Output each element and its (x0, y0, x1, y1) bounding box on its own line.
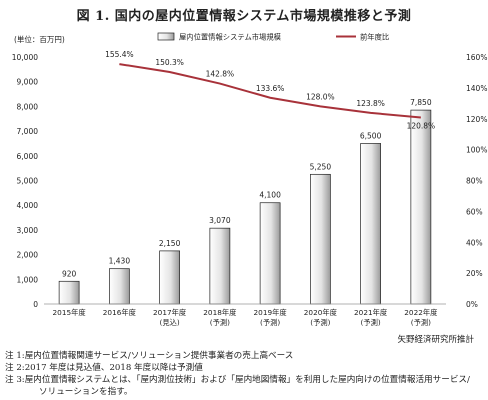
y-tick-label-left: 5,000 (17, 177, 39, 186)
legend-line-label: 前年度比 (360, 33, 389, 42)
y-tick-label-right: 20% (466, 269, 483, 278)
y-tick-label-right: 40% (466, 238, 483, 247)
x-tick-label: (予測) (360, 318, 380, 327)
y-tick-label-left: 7,000 (17, 127, 39, 136)
chart-title: 図 1. 国内の屋内位置情報システム市場規模推移と予測 (76, 9, 412, 24)
y-tick-label-right: 140% (466, 84, 487, 93)
bars: 920 1,430 2,150 3,070 4,100 5,250 6,500 7,850 (58, 98, 432, 305)
x-tick-label: 2016年度 (103, 308, 137, 317)
x-tick-label: 2015年度 (53, 308, 87, 317)
bar (410, 109, 432, 305)
growth-value-label: 142.8% (206, 70, 235, 79)
x-tick-label: (予測) (210, 318, 230, 327)
y-axis-right: 0% 20% 40% 60% 80% 100% 120% 140% 160% (466, 53, 487, 309)
bar-value-label: 5,250 (310, 162, 332, 171)
y-tick-label-left: 9,000 (17, 78, 39, 87)
y-tick-label-right: 60% (466, 207, 483, 216)
bar-value-label: 2,150 (159, 239, 181, 248)
growth-line: 155.4% 150.3% 142.8% 133.6% 128.0% 123.8% 120.… (105, 50, 435, 130)
source-note: 矢野経済研究所推計 (397, 335, 474, 345)
bar (360, 143, 381, 305)
x-tick-label: (予測) (260, 318, 280, 327)
y-tick-label-left: 8,000 (17, 102, 39, 111)
growth-value-label: 120.8% (407, 122, 436, 131)
legend-bar-label: 屋内位置情報システム市場規模 (179, 33, 282, 42)
bar (209, 227, 231, 305)
x-tick-label: 2019年度 (254, 308, 288, 317)
bar-value-label: 4,100 (259, 191, 281, 200)
growth-value-label: 133.6% (256, 84, 285, 93)
growth-line-path (119, 63, 421, 119)
x-tick-label: (予測) (310, 318, 330, 327)
legend-bar-swatch (157, 32, 175, 41)
x-tick-label: 2022年度 (404, 308, 438, 317)
bar-value-label: 1,430 (109, 257, 131, 266)
x-tick-label: (予測) (411, 318, 431, 327)
bar (109, 268, 130, 305)
y-axis-left: 0 1,000 2,000 3,000 4,000 5,000 6,000 7,000 8,00… (12, 53, 38, 309)
y-tick-label-right: 100% (466, 146, 487, 155)
note-3: 注 3:屋内位置情報システムとは、「屋内測位技術」および「屋内地図情報」を利用し… (5, 375, 470, 385)
growth-value-label: 123.8% (356, 99, 385, 108)
chart: (単位：百万円) 屋内位置情報システム市場規模 前年度比 0 1,000 2,000 3… (12, 32, 488, 328)
y-tick-label-left: 4,000 (17, 201, 39, 210)
bar-value-label: 7,850 (410, 98, 432, 107)
y-tick-label-left: 6,000 (17, 152, 39, 161)
notes: 注 1:屋内位置情報関連サービス/ソリューション提供事業者の売上高ベース 注 2… (5, 350, 470, 398)
bar (259, 202, 281, 305)
x-tick-label: 2020年度 (304, 308, 338, 317)
legend: 屋内位置情報システム市場規模 前年度比 (157, 32, 389, 42)
x-tick-label: 2017年度 (153, 308, 187, 317)
growth-value-label: 155.4% (105, 50, 134, 59)
note-3-continued: ソリューションを指す。 (39, 387, 133, 397)
bar-value-label: 3,070 (209, 216, 231, 225)
y-tick-label-left: 0 (33, 300, 38, 309)
y-tick-label-left: 10,000 (12, 53, 38, 62)
bar (159, 250, 180, 305)
y-tick-label-right: 160% (466, 53, 487, 62)
note-1: 注 1:屋内位置情報関連サービス/ソリューション提供事業者の売上高ベース (5, 351, 294, 361)
unit-label: (単位：百万円) (14, 34, 65, 44)
y-tick-label-right: 120% (466, 115, 487, 124)
growth-value-label: 128.0% (306, 92, 335, 101)
bar-value-label: 6,500 (360, 131, 382, 140)
x-axis: 2015年度 2016年度 2017年度(見込)2018年度(予測)2019年度(予… (44, 303, 446, 327)
x-tick-label: (見込) (159, 318, 179, 327)
y-tick-label-left: 3,000 (17, 226, 39, 235)
x-tick-label: 2021年度 (354, 308, 388, 317)
y-tick-label-right: 80% (466, 177, 483, 186)
y-tick-label-left: 2,000 (17, 251, 39, 260)
bar (58, 280, 80, 305)
bar-value-label: 920 (62, 269, 77, 278)
note-2: 注 2:2017 年度は見込値、2018 年度以降は予測値 (5, 363, 203, 373)
x-tick-label: 2018年度 (203, 308, 237, 317)
y-tick-label-right: 0% (466, 300, 478, 309)
growth-value-label: 150.3% (155, 58, 184, 67)
y-tick-label-left: 1,000 (17, 275, 39, 284)
bar (310, 173, 331, 305)
